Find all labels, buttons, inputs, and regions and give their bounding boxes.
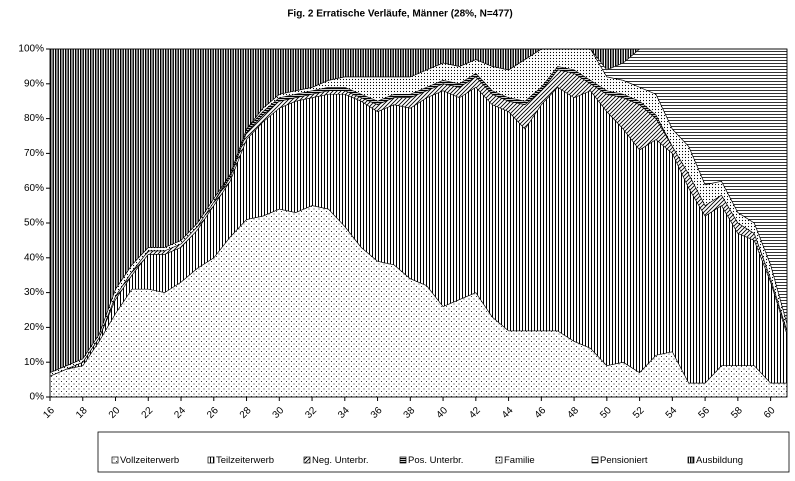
y-tick-label: 100% [18,44,44,55]
y-tick-label: 40% [24,252,44,263]
y-tick-label: 10% [24,357,44,368]
x-tick-label: 18 [74,405,90,421]
legend-label: Ausbildung [696,455,743,466]
x-tick-label: 16 [41,405,57,421]
legend-label: Vollzeiterwerb [120,455,179,466]
y-tick-label: 90% [24,78,44,89]
legend-label: Neg. Unterbr. [312,455,369,466]
x-tick-label: 38 [402,405,418,421]
x-tick-label: 60 [762,405,778,421]
legend-label: Pos. Unterbr. [408,455,463,466]
y-tick-label: 80% [24,113,44,124]
legend-label: Familie [504,455,535,466]
x-tick-label: 56 [696,405,712,421]
y-tick-label: 20% [24,322,44,333]
x-tick-label: 24 [172,405,188,421]
legend-swatch [303,456,311,464]
legend-swatch [687,456,695,464]
x-tick-label: 58 [729,405,745,421]
x-tick-label: 40 [434,405,450,421]
legend-label: Pensioniert [600,455,648,466]
y-tick-label: 70% [24,148,44,159]
x-tick-label: 50 [598,405,614,421]
x-tick-label: 48 [565,405,581,421]
x-tick-label: 32 [303,405,319,421]
x-tick-label: 22 [140,405,156,421]
x-tick-label: 44 [500,405,516,421]
y-tick-label: 30% [24,287,44,298]
x-tick-label: 20 [107,405,123,421]
chart-title: Fig. 2 Erratische Verläufe, Männer (28%,… [287,9,512,20]
x-tick-label: 26 [205,405,221,421]
x-tick-label: 52 [631,405,647,421]
x-tick-label: 46 [533,405,549,421]
legend-swatch [111,456,119,464]
x-tick-label: 30 [271,405,287,421]
x-tick-label: 42 [467,405,483,421]
legend-swatch [495,456,503,464]
legend-swatch [207,456,215,464]
x-tick-label: 54 [664,405,680,421]
y-tick-label: 0% [30,392,45,403]
legend-label: Teilzeiterwerb [216,455,274,466]
legend-box [97,431,790,473]
x-tick-label: 36 [369,405,385,421]
legend-swatch [399,456,407,464]
y-tick-label: 50% [24,218,44,229]
x-tick-label: 28 [238,405,254,421]
y-tick-label: 60% [24,183,44,194]
x-tick-label: 34 [336,405,352,421]
legend-swatch [591,456,599,464]
